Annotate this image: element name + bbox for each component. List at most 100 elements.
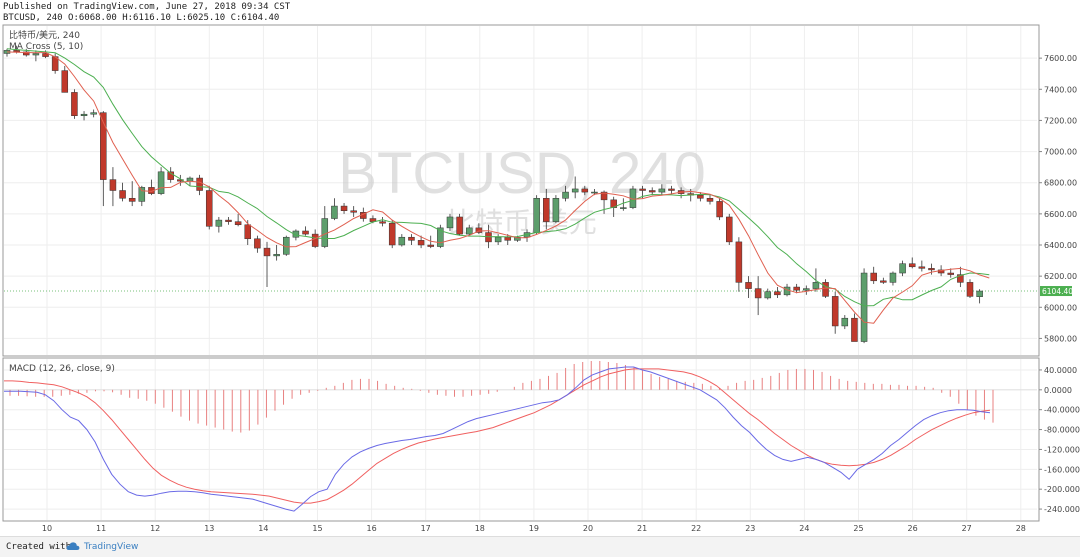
chart-area[interactable]: BTCUSD, 240 比特币/美元 10 11 12 13 14 15 16 17 18 19 2…: [0, 0, 1080, 536]
candle-down: [61, 70, 69, 93]
tradingview-brand[interactable]: TradingView: [84, 542, 139, 552]
candle-up: [292, 230, 300, 238]
candle-down: [408, 236, 415, 241]
candle-down: [119, 190, 126, 199]
candle-up: [764, 291, 772, 299]
candle-up: [32, 53, 40, 56]
candle-up: [812, 282, 820, 289]
candle-down: [427, 244, 434, 247]
x-tick-label: 16: [367, 524, 377, 533]
candle-up: [841, 317, 849, 327]
x-tick-label: 18: [475, 524, 485, 533]
created-with-label: Created with: [6, 542, 72, 552]
main-legend-label: 比特币/美元, 240: [9, 29, 80, 41]
candle-down: [485, 232, 492, 243]
y-tick-label: 7600.00: [1044, 54, 1077, 63]
candle-down: [340, 205, 348, 211]
ma-slow-line: [6, 48, 990, 307]
candle-down: [726, 216, 733, 243]
published-line: Published on TradingView.com, June 27, 2…: [3, 2, 291, 12]
candle-up: [273, 254, 280, 257]
candle-down: [456, 216, 463, 235]
candle-up: [889, 272, 897, 283]
candle-down: [302, 230, 309, 235]
candle-down: [697, 194, 704, 199]
candle-up: [215, 219, 223, 227]
x-tick-label: 12: [150, 524, 160, 533]
candle-down: [851, 317, 858, 342]
y-tick-label: -120.0000: [1044, 445, 1080, 454]
y-tick-label: -40.0000: [1044, 406, 1080, 415]
candle-down: [793, 286, 800, 291]
candle-down: [379, 221, 386, 224]
candle-down: [908, 263, 916, 268]
candle-down: [918, 266, 926, 269]
macd-legend-label: MACD (12, 26, close, 9): [9, 364, 115, 374]
candle-down: [668, 188, 675, 191]
candle-up: [446, 216, 454, 229]
candle-up: [803, 288, 810, 291]
y-tick-label: 7200.00: [1044, 116, 1077, 125]
candle-down: [71, 92, 78, 117]
x-tick-label: 13: [204, 524, 214, 533]
candle-down: [648, 190, 656, 193]
x-tick-label: 22: [691, 524, 701, 533]
x-tick-label: 27: [962, 524, 972, 533]
y-tick-label: -160.0000: [1044, 465, 1080, 474]
candle-down: [706, 198, 714, 202]
candle-down: [263, 247, 271, 257]
y-tick-label: 6000.00: [1044, 303, 1077, 312]
candle-up: [186, 177, 194, 182]
x-tick-label: 25: [853, 524, 863, 533]
ma-cross-label: MA Cross (5, 10): [9, 42, 83, 52]
current-price-label: 6104.40: [1042, 287, 1073, 296]
candle-down: [716, 201, 723, 218]
candle-down: [128, 198, 136, 202]
candle-down: [831, 296, 839, 327]
candle-down: [947, 272, 954, 275]
candle-up: [157, 171, 165, 194]
x-tick-label: 14: [258, 524, 268, 533]
x-tick-label: 20: [583, 524, 593, 533]
x-tick-label: 28: [1016, 524, 1026, 533]
candle-down: [196, 177, 203, 191]
x-tick-label: 11: [96, 524, 106, 533]
candle-up: [494, 236, 502, 243]
candle-up: [620, 207, 627, 209]
candle-down: [167, 171, 174, 180]
watermark-symbol: BTCUSD, 240: [338, 141, 705, 206]
candle-down: [957, 274, 964, 283]
macd-line: [4, 366, 991, 512]
x-tick-label: 21: [637, 524, 647, 533]
y-tick-label: 6800.00: [1044, 179, 1077, 188]
candle-down: [735, 241, 743, 283]
y-tick-label: 6600.00: [1044, 210, 1077, 219]
candle-down: [581, 188, 589, 193]
candle-up: [899, 263, 906, 274]
tradingview-cloud-icon: [66, 542, 80, 550]
candle-down: [100, 112, 107, 180]
candle-down: [966, 282, 974, 297]
candle-up: [860, 272, 868, 342]
candle-up: [571, 188, 579, 193]
candle-down: [244, 224, 251, 240]
candle-up: [976, 290, 983, 297]
y-tick-label: -80.0000: [1044, 426, 1080, 435]
x-tick-label: 23: [745, 524, 755, 533]
candle-down: [350, 210, 357, 213]
y-tick-label: 7000.00: [1044, 148, 1077, 157]
candle-down: [417, 240, 425, 246]
x-tick-label: 17: [421, 524, 431, 533]
candle-down: [600, 191, 608, 201]
macd-pane[interactable]: [2, 357, 1040, 522]
candle-up: [398, 236, 406, 246]
symbol-ohlc-line: BTCUSD, 240 O:6068.00 H:6116.10 L:6025.1…: [3, 13, 280, 23]
x-tick-label: 19: [529, 524, 539, 533]
candle-up: [465, 227, 473, 235]
x-tick-label: 26: [908, 524, 918, 533]
candle-down: [928, 268, 935, 271]
footer-bar: Created with TradingView: [0, 536, 1080, 557]
candle-down: [822, 282, 829, 297]
candle-down: [109, 179, 117, 191]
y-tick-label: 6400.00: [1044, 241, 1077, 250]
